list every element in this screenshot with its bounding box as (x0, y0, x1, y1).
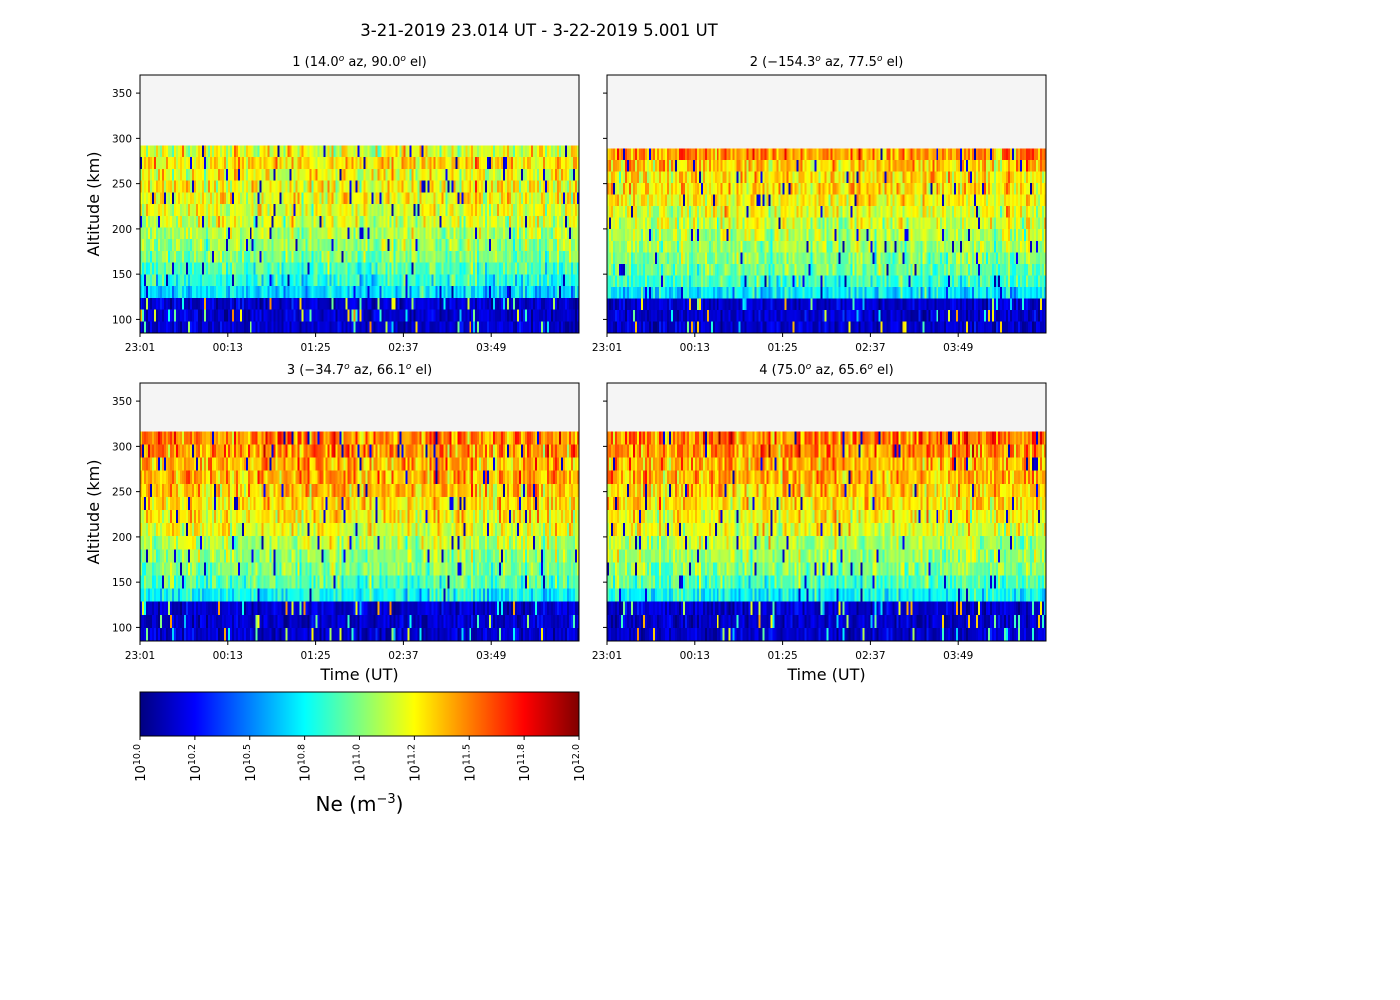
colorbar-tick-label: 1012.0 (571, 744, 588, 782)
x-tick-label: 00:13 (680, 650, 710, 662)
colorbar-tick-label: 1011.8 (516, 744, 533, 782)
figure-title: 3-21-2019 23.014 UT - 3-22-2019 5.001 UT (360, 21, 718, 40)
panel-title: 2 (−154.3o az, 77.5o el) (750, 54, 904, 70)
x-tick-label: 03:49 (943, 342, 973, 354)
colorbar-gradient (139, 691, 580, 737)
x-tick-label: 01:25 (767, 650, 797, 662)
x-tick-label: 02:37 (388, 650, 418, 662)
heatmap-raster (607, 113, 1046, 333)
plot-frame (139, 74, 580, 334)
plot-frame (606, 74, 1047, 334)
panel-title: 1 (14.0o az, 90.0o el) (292, 54, 426, 70)
x-tick-label: 23:01 (125, 650, 155, 662)
y-axis-label: Altitude (km) (84, 460, 103, 565)
colorbar-tick-label: 1011.5 (461, 744, 478, 782)
y-tick-label: 350 (112, 396, 132, 408)
panel-2: 2 (−154.3o az, 77.5o el) 23:01 00:13 01:25 0… (592, 54, 1047, 354)
colorbar-tick-label: 1010.5 (242, 744, 259, 782)
x-axis-label: Time (UT) (786, 665, 865, 684)
panel-title: 3 (−34.7o az, 66.1o el) (287, 362, 432, 378)
plot-frame (606, 382, 1047, 642)
colorbar-tick-label: 1010.8 (297, 744, 314, 782)
colorbar-tick-label: 1011.0 (352, 744, 369, 782)
x-tick-label: 23:01 (125, 342, 155, 354)
y-tick-label: 200 (112, 532, 132, 544)
x-tick-label: 02:37 (855, 342, 885, 354)
x-tick-label: 23:01 (592, 650, 622, 662)
colorbar-label: Ne (m−3) (316, 792, 404, 816)
heatmap-raster (140, 110, 579, 333)
x-axis-label: Time (UT) (319, 665, 398, 684)
colorbar-tick-label: 1011.2 (406, 744, 423, 782)
y-tick-label: 250 (112, 179, 132, 191)
x-tick-label: 01:25 (300, 342, 330, 354)
colorbar-tick-label: 1010.2 (187, 744, 204, 782)
x-tick-label: 03:49 (476, 650, 506, 662)
plot-frame (139, 382, 580, 642)
x-tick-label: 00:13 (213, 650, 243, 662)
x-tick-label: 02:37 (855, 650, 885, 662)
x-tick-label: 00:13 (213, 342, 243, 354)
heatmap-raster (140, 392, 579, 641)
colorbar-tick-label: 1010.0 (132, 744, 149, 782)
x-tick-label: 01:25 (300, 650, 330, 662)
heatmap-panels: 1 (14.0o az, 90.0o el) 100 150 200 250 300 350… (84, 54, 1047, 684)
y-tick-label: 300 (112, 133, 132, 145)
y-tick-label: 150 (112, 577, 132, 589)
y-tick-label: 300 (112, 441, 132, 453)
y-tick-label: 150 (112, 269, 132, 281)
x-tick-label: 01:25 (767, 342, 797, 354)
y-tick-label: 100 (112, 314, 132, 326)
colorbar: 1010.0 1010.2 1010.5 1010.8 1011.0 1011.2 1011… (132, 691, 588, 816)
x-tick-label: 02:37 (388, 342, 418, 354)
y-tick-label: 200 (112, 224, 132, 236)
y-tick-label: 250 (112, 487, 132, 499)
panel-3: 3 (−34.7o az, 66.1o el) 100 150 200 250 300 35… (84, 362, 580, 684)
x-tick-label: 23:01 (592, 342, 622, 354)
x-tick-label: 03:49 (943, 650, 973, 662)
x-tick-label: 03:49 (476, 342, 506, 354)
panel-1: 1 (14.0o az, 90.0o el) 100 150 200 250 300 350… (84, 54, 580, 354)
y-tick-label: 100 (112, 622, 132, 634)
x-tick-label: 00:13 (680, 342, 710, 354)
panel-title: 4 (75.0o az, 65.6o el) (759, 362, 893, 378)
y-axis-label: Altitude (km) (84, 152, 103, 257)
y-tick-label: 350 (112, 88, 132, 100)
heatmap-raster (607, 392, 1046, 641)
panel-4: 4 (75.0o az, 65.6o el) 23:01 00:13 01:25 02:… (592, 362, 1047, 684)
